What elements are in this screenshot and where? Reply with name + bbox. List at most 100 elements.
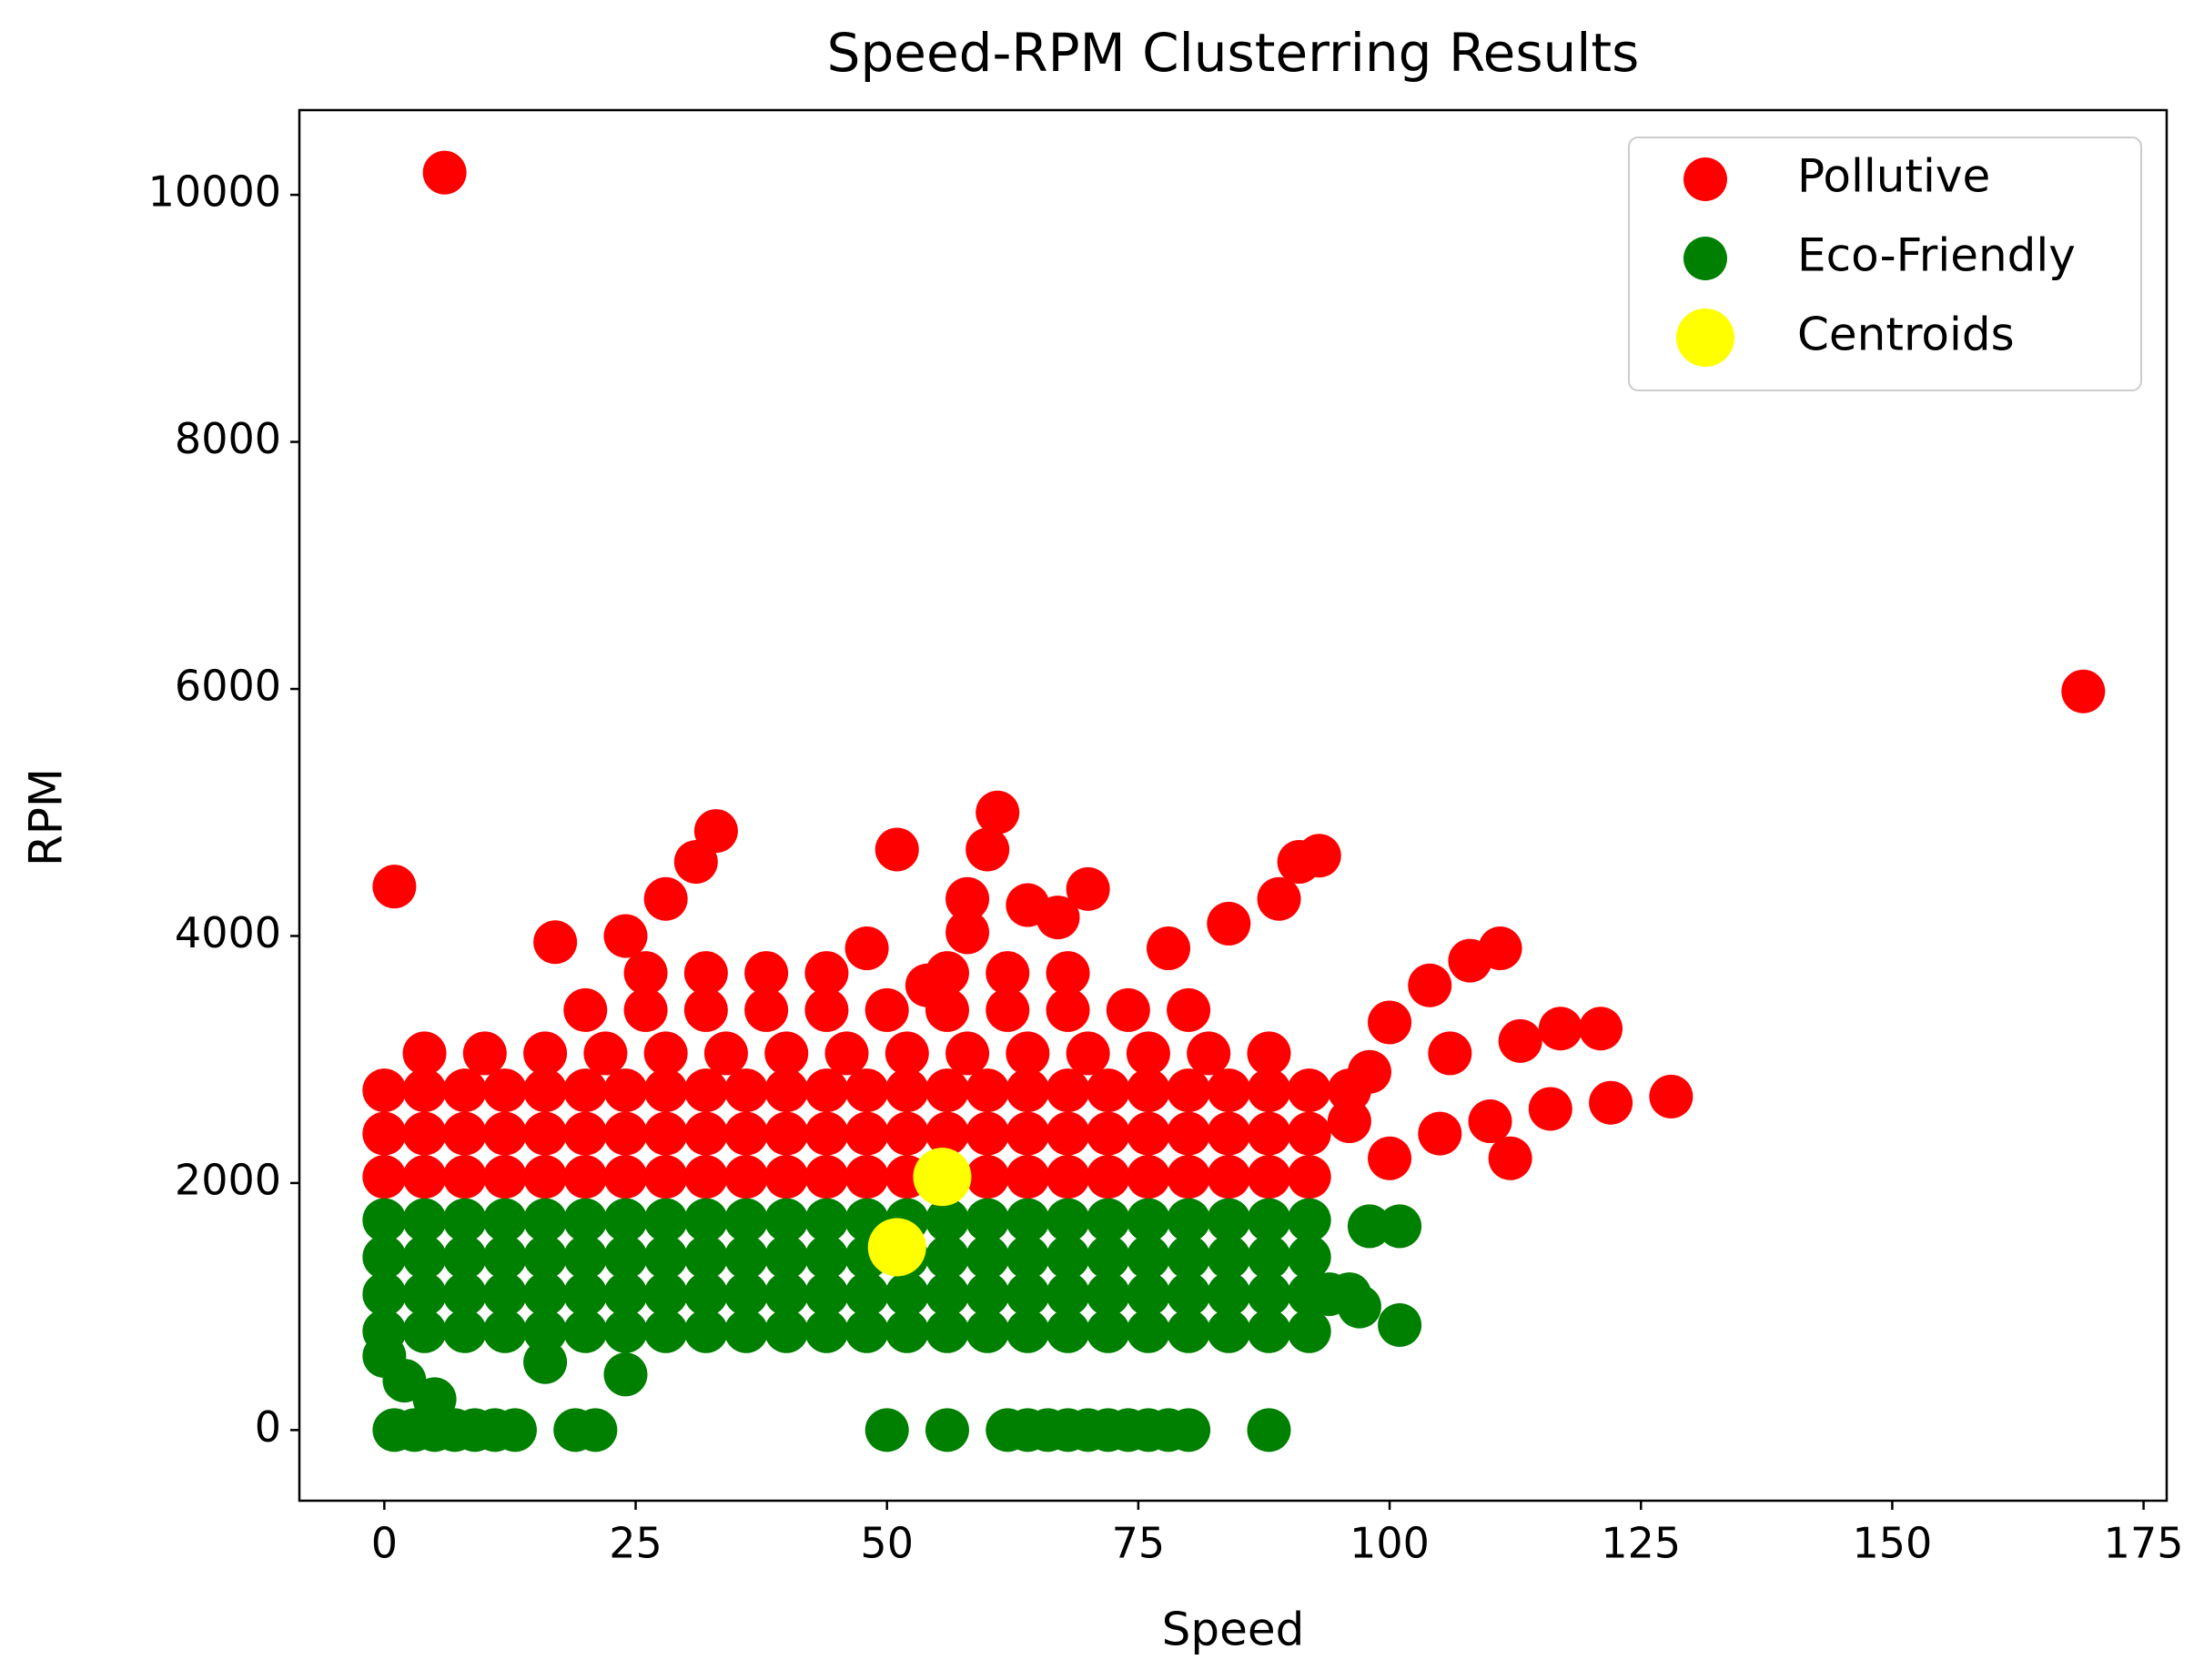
point (1207, 1198, 1251, 1242)
point (442, 1111, 487, 1156)
point (1247, 1111, 1291, 1156)
point (1337, 1284, 1381, 1329)
point (362, 1111, 407, 1156)
point (643, 1272, 688, 1317)
point (1167, 987, 1211, 1032)
point (563, 1068, 608, 1113)
point (482, 1235, 527, 1280)
point (1207, 1155, 1251, 1199)
point (442, 1309, 487, 1353)
point (885, 1111, 929, 1156)
point (1066, 866, 1110, 911)
point (844, 1272, 889, 1317)
point (603, 1068, 648, 1113)
x-tick-label: 100 (1350, 1519, 1430, 1568)
point (764, 1031, 809, 1076)
point (764, 1155, 809, 1199)
point (1378, 1204, 1422, 1249)
point (402, 1198, 447, 1242)
point (563, 1272, 608, 1317)
point (482, 1111, 527, 1156)
x-tick-label: 75 (1112, 1519, 1166, 1568)
point (764, 1068, 809, 1113)
point (1247, 1198, 1291, 1242)
point (875, 827, 919, 872)
point (764, 1235, 809, 1280)
x-tick-label: 125 (1601, 1519, 1681, 1568)
point (844, 1068, 889, 1113)
point (1126, 1309, 1170, 1353)
point (885, 1272, 929, 1317)
point (523, 1309, 568, 1353)
point (1126, 1031, 1170, 1076)
point (412, 1377, 457, 1422)
point (402, 1309, 447, 1353)
point (1006, 1111, 1050, 1156)
point (1086, 1068, 1130, 1113)
point (683, 1272, 728, 1317)
point (1046, 1155, 1090, 1199)
point (925, 1408, 969, 1452)
point (1327, 1099, 1371, 1144)
point (724, 1235, 769, 1280)
point (724, 1111, 769, 1156)
y-tick-label: 8000 (175, 414, 281, 463)
point (1207, 1111, 1251, 1156)
point (844, 1309, 889, 1353)
point (724, 1155, 769, 1199)
point (1649, 1074, 1693, 1118)
point (402, 1235, 447, 1280)
point (804, 1198, 849, 1242)
point (925, 1111, 969, 1156)
chart-title: Speed-RPM Clusterring Results (827, 22, 1640, 84)
point (1207, 1272, 1251, 1317)
point (1207, 1309, 1251, 1353)
point (563, 987, 608, 1032)
x-axis-label: Speed (1162, 1604, 1305, 1656)
point (1086, 1111, 1130, 1156)
point (986, 987, 1030, 1032)
point (824, 1031, 869, 1076)
point (764, 1198, 809, 1242)
point (1498, 1018, 1542, 1063)
point (1167, 1235, 1211, 1280)
point (362, 1155, 407, 1199)
legend-marker (1676, 309, 1734, 367)
point (563, 1309, 608, 1353)
point (683, 1155, 728, 1199)
point (523, 1155, 568, 1199)
point (1126, 1198, 1170, 1242)
point (925, 1272, 969, 1317)
point (885, 1309, 929, 1353)
point (976, 790, 1020, 835)
point (1287, 1235, 1331, 1280)
point (844, 1155, 889, 1199)
point (966, 1111, 1010, 1156)
point (1086, 1309, 1130, 1353)
point (1528, 1087, 1572, 1131)
point (1247, 1309, 1291, 1353)
point (1247, 1155, 1291, 1199)
point (643, 1309, 688, 1353)
point (966, 1068, 1010, 1113)
point (864, 1408, 909, 1452)
point (523, 1111, 568, 1156)
point (925, 1309, 969, 1353)
point (1106, 987, 1150, 1032)
point (744, 987, 789, 1032)
point (1287, 1068, 1331, 1113)
point (1006, 1272, 1050, 1317)
point (1126, 1235, 1170, 1280)
point (523, 1198, 568, 1242)
point (1247, 1235, 1291, 1280)
point (945, 910, 990, 955)
point (744, 951, 789, 996)
point (1066, 1031, 1110, 1076)
point (925, 1235, 969, 1280)
point (1086, 1198, 1130, 1242)
point (643, 1235, 688, 1280)
point (1006, 1155, 1050, 1199)
point (603, 1309, 648, 1353)
point (563, 1198, 608, 1242)
